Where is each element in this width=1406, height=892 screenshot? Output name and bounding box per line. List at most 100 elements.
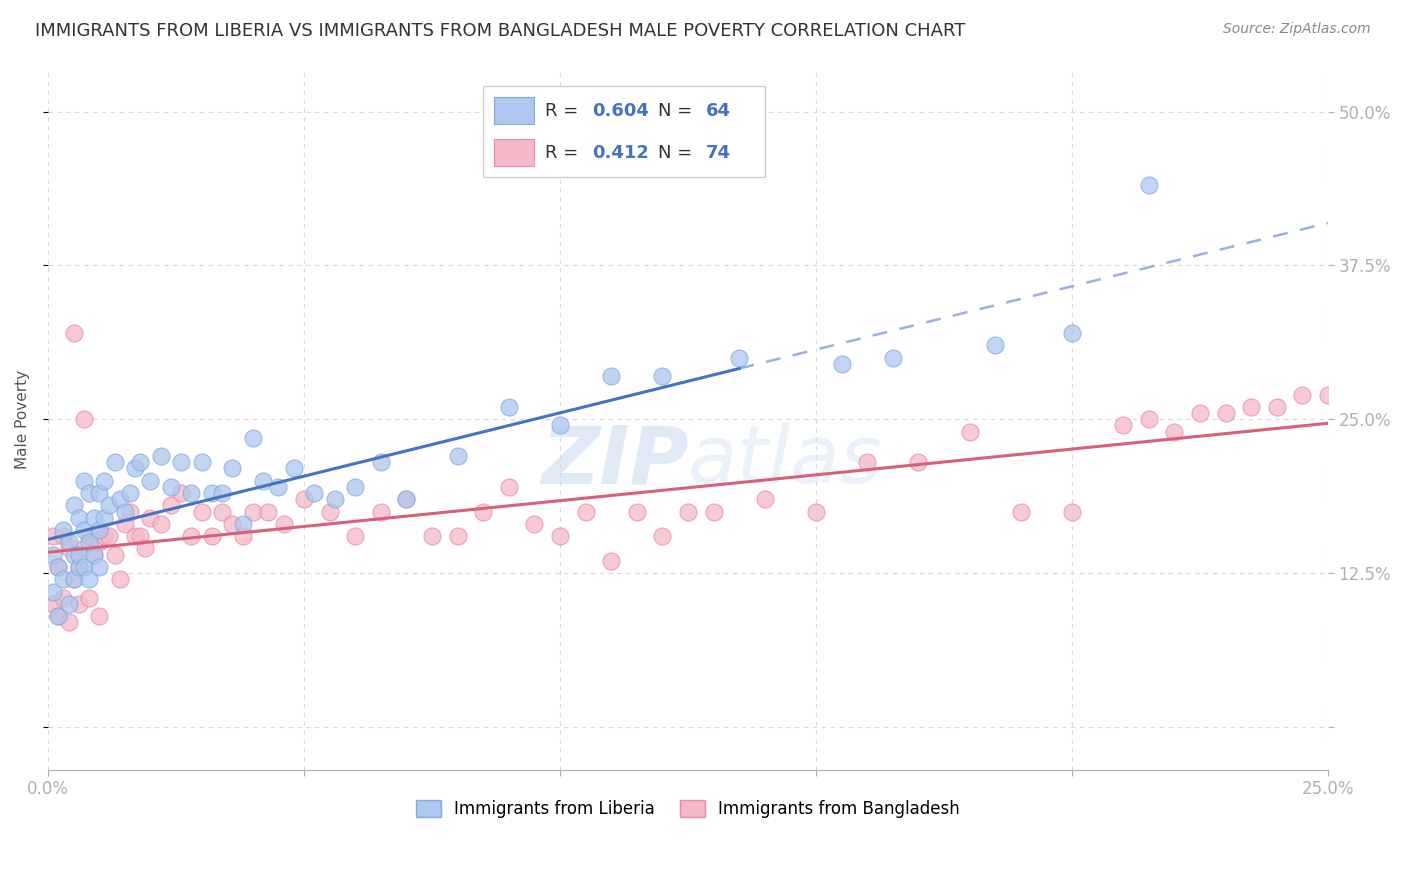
Point [257, 504, 280, 518]
Point [498, 480, 520, 494]
Point [1316, 387, 1339, 401]
Point [52, 572, 75, 586]
Point [89, 535, 111, 549]
Point [548, 529, 571, 543]
Text: ZIP: ZIP [541, 422, 688, 500]
Point [77, 535, 100, 549]
Point [42, 548, 65, 562]
Point [651, 529, 673, 543]
Point [46, 609, 69, 624]
Point [98, 529, 121, 543]
Point [58, 615, 80, 630]
Point [728, 351, 751, 365]
Point [1163, 425, 1185, 439]
Point [89, 486, 111, 500]
Point [221, 516, 243, 531]
Point [139, 510, 162, 524]
Point [46, 609, 69, 624]
Point [676, 504, 699, 518]
Point [344, 480, 367, 494]
Point [83, 548, 105, 562]
Point [62, 572, 84, 586]
Point [77, 529, 100, 543]
Point [252, 474, 274, 488]
Point [52, 529, 75, 543]
Point [62, 326, 84, 340]
Point [124, 461, 146, 475]
Point [134, 541, 156, 556]
Point [446, 529, 468, 543]
Point [104, 455, 127, 469]
Point [1188, 406, 1211, 420]
Point [62, 572, 84, 586]
Point [83, 510, 105, 524]
Point [118, 504, 141, 518]
Point [77, 572, 100, 586]
Point [395, 492, 418, 507]
Point [73, 523, 96, 537]
Point [984, 338, 1007, 352]
Point [42, 597, 65, 611]
Point [1010, 504, 1032, 518]
Point [201, 486, 224, 500]
Point [304, 486, 326, 500]
Point [703, 504, 725, 518]
Point [548, 418, 571, 433]
Point [882, 351, 904, 365]
Point [83, 548, 105, 562]
Point [370, 455, 392, 469]
Text: atlas: atlas [688, 422, 883, 500]
Point [118, 486, 141, 500]
Point [129, 529, 152, 543]
Point [1215, 406, 1237, 420]
Point [273, 516, 295, 531]
Point [170, 486, 193, 500]
Point [42, 584, 65, 599]
Point [124, 529, 146, 543]
Point [46, 560, 69, 574]
Point [58, 597, 80, 611]
Point [831, 357, 853, 371]
Point [73, 560, 96, 574]
Point [67, 597, 90, 611]
Point [67, 560, 90, 574]
Point [58, 535, 80, 549]
Point [42, 529, 65, 543]
Point [242, 431, 264, 445]
Point [149, 516, 172, 531]
Point [89, 609, 111, 624]
Point [73, 541, 96, 556]
Point [201, 529, 224, 543]
Point [523, 516, 546, 531]
Point [754, 492, 776, 507]
Point [804, 504, 827, 518]
Point [52, 591, 75, 605]
Point [498, 400, 520, 414]
Point [149, 449, 172, 463]
Point [232, 516, 254, 531]
Text: IMMIGRANTS FROM LIBERIA VS IMMIGRANTS FROM BANGLADESH MALE POVERTY CORRELATION C: IMMIGRANTS FROM LIBERIA VS IMMIGRANTS FR… [35, 22, 966, 40]
Point [93, 474, 115, 488]
Point [73, 474, 96, 488]
Point [1060, 504, 1083, 518]
Legend: Immigrants from Liberia, Immigrants from Bangladesh: Immigrants from Liberia, Immigrants from… [409, 793, 967, 825]
Point [77, 591, 100, 605]
Point [211, 504, 233, 518]
Point [1265, 400, 1288, 414]
Point [370, 504, 392, 518]
Point [1060, 326, 1083, 340]
Point [856, 455, 879, 469]
Point [1112, 418, 1135, 433]
Point [77, 486, 100, 500]
Point [139, 474, 162, 488]
Point [242, 504, 264, 518]
Point [62, 548, 84, 562]
Point [58, 541, 80, 556]
Point [67, 560, 90, 574]
Point [114, 516, 136, 531]
Point [472, 504, 495, 518]
Point [114, 504, 136, 518]
Point [62, 499, 84, 513]
Point [89, 560, 111, 574]
Point [1137, 178, 1160, 193]
